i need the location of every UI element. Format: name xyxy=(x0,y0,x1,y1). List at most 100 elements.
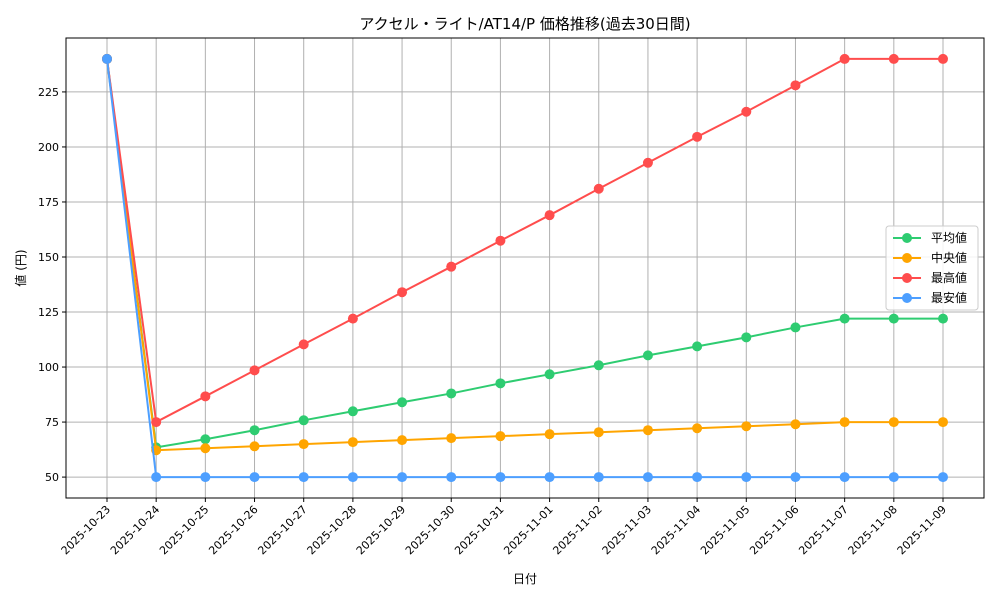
data-point xyxy=(544,429,555,440)
data-point xyxy=(642,157,653,168)
data-point xyxy=(397,397,408,408)
x-tick-label: 2025-11-01 xyxy=(501,503,555,557)
series-line xyxy=(106,58,943,449)
legend-marker xyxy=(902,273,912,283)
data-point xyxy=(839,313,850,324)
data-point xyxy=(790,419,801,430)
x-tick-label: 2025-10-23 xyxy=(59,503,113,557)
x-tick-label: 2025-11-06 xyxy=(747,503,801,557)
series-line xyxy=(106,58,943,452)
data-point xyxy=(741,472,752,483)
data-point xyxy=(151,472,162,483)
data-point xyxy=(888,417,899,428)
data-point xyxy=(790,472,801,483)
data-point xyxy=(102,53,112,64)
x-tick-label: 2025-10-31 xyxy=(452,503,506,557)
y-axis-label: 値 (円) xyxy=(13,249,28,286)
series-2 xyxy=(102,53,948,428)
data-point xyxy=(347,313,358,324)
data-point xyxy=(495,431,506,442)
data-point xyxy=(839,53,850,64)
data-point xyxy=(397,287,408,298)
data-point xyxy=(298,415,309,426)
x-tick-label: 2025-10-30 xyxy=(403,503,457,557)
series-line xyxy=(106,58,943,479)
data-point xyxy=(347,406,358,417)
data-point xyxy=(446,472,457,483)
data-point xyxy=(249,472,260,483)
x-axis-label: 日付 xyxy=(513,572,537,586)
y-tick-label: 175 xyxy=(38,196,59,209)
y-axis-ticks: 50 75 100 125 150 175 200 225 xyxy=(38,86,66,484)
y-tick-label: 200 xyxy=(38,141,59,154)
data-point xyxy=(446,261,457,272)
y-tick-label: 225 xyxy=(38,86,59,99)
x-tick-label: 2025-10-29 xyxy=(354,503,408,557)
x-tick-label: 2025-11-09 xyxy=(895,503,949,557)
chart-title: アクセル・ライト/AT14/P 価格推移(過去30日間) xyxy=(359,15,690,33)
legend-label: 中央値 xyxy=(931,250,967,265)
data-point xyxy=(200,443,211,454)
x-tick-label: 2025-11-03 xyxy=(600,503,654,557)
data-point xyxy=(200,434,211,445)
data-point xyxy=(938,417,948,428)
y-tick-label: 150 xyxy=(38,251,59,264)
grid xyxy=(66,38,984,498)
data-point xyxy=(544,369,555,380)
data-point xyxy=(692,423,703,434)
legend-marker xyxy=(902,293,912,303)
series-line xyxy=(106,57,943,424)
data-point xyxy=(249,365,260,376)
data-point xyxy=(298,339,309,350)
data-point xyxy=(495,472,506,483)
data-point xyxy=(446,433,457,444)
data-point xyxy=(593,183,604,194)
data-point xyxy=(741,332,752,343)
x-tick-label: 2025-11-02 xyxy=(550,503,604,557)
x-tick-label: 2025-10-25 xyxy=(157,503,211,557)
data-point xyxy=(298,439,309,450)
data-point xyxy=(544,210,555,221)
legend-marker xyxy=(902,233,912,243)
data-point xyxy=(249,441,260,452)
x-tick-label: 2025-11-04 xyxy=(649,503,703,557)
legend-label: 平均値 xyxy=(931,230,967,245)
data-point xyxy=(593,472,604,483)
data-point xyxy=(249,425,260,436)
series-1 xyxy=(102,53,948,456)
data-point xyxy=(741,106,752,117)
data-point xyxy=(692,131,703,142)
data-point xyxy=(839,472,850,483)
data-point xyxy=(888,53,899,64)
series-lines xyxy=(102,53,948,483)
data-point xyxy=(888,313,899,324)
data-point xyxy=(938,313,948,324)
x-tick-label: 2025-10-27 xyxy=(255,503,309,557)
data-point xyxy=(839,417,850,428)
data-point xyxy=(298,472,309,483)
data-point xyxy=(642,472,653,483)
x-tick-label: 2025-10-26 xyxy=(206,503,260,557)
data-point xyxy=(790,322,801,333)
data-point xyxy=(593,427,604,438)
series-0 xyxy=(102,53,948,453)
data-point xyxy=(593,360,604,371)
data-point xyxy=(642,425,653,436)
data-point xyxy=(741,421,752,432)
data-point xyxy=(397,435,408,446)
y-tick-label: 125 xyxy=(38,306,59,319)
y-tick-label: 100 xyxy=(38,361,59,374)
legend-box xyxy=(885,225,979,311)
x-axis-ticks: 2025-10-232025-10-242025-10-252025-10-26… xyxy=(59,498,949,557)
data-point xyxy=(347,472,358,483)
x-tick-label: 2025-11-05 xyxy=(698,503,752,557)
data-point xyxy=(642,350,653,361)
data-point xyxy=(347,437,358,448)
y-tick-label: 50 xyxy=(45,471,59,484)
legend-marker xyxy=(902,253,912,263)
data-point xyxy=(200,391,211,402)
data-point xyxy=(692,472,703,483)
data-point xyxy=(397,472,408,483)
data-point xyxy=(938,53,948,64)
